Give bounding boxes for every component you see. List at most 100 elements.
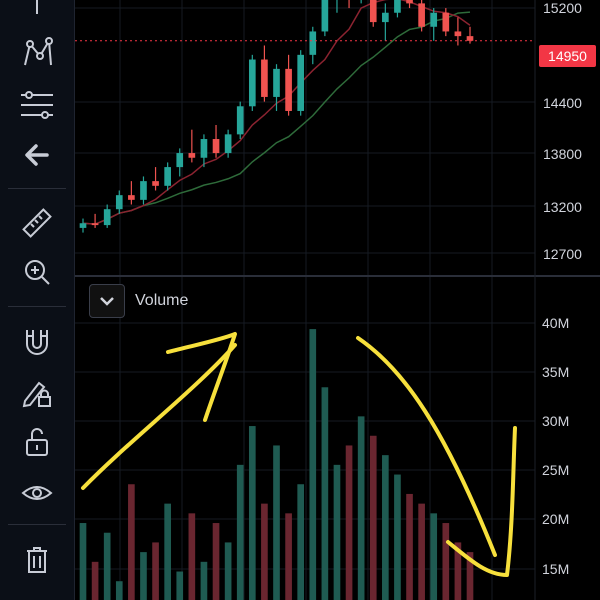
candle-body bbox=[212, 139, 220, 154]
candle-body bbox=[309, 31, 317, 55]
volume-bar bbox=[261, 503, 268, 600]
volume-bar bbox=[212, 523, 220, 600]
annotation-arrowhead-down bbox=[446, 426, 517, 577]
volume-axis-label: 20M bbox=[542, 511, 570, 527]
volume-bar bbox=[188, 513, 196, 600]
candle-body bbox=[466, 36, 474, 41]
candle-body bbox=[164, 167, 171, 186]
volume-bar bbox=[297, 484, 305, 600]
volume-axis-label: 35M bbox=[542, 364, 570, 380]
volume-bar bbox=[321, 387, 329, 600]
candle-body bbox=[91, 223, 99, 226]
price-axis-label: 12700 bbox=[543, 246, 582, 262]
trend-line-icon[interactable] bbox=[0, 0, 74, 30]
fib-retracement-icon[interactable] bbox=[0, 83, 74, 127]
price-axis-label: 14400 bbox=[543, 95, 582, 111]
volume-bar bbox=[115, 581, 123, 600]
volume-bar bbox=[466, 552, 474, 600]
unlock-icon[interactable] bbox=[0, 420, 74, 464]
volume-bar bbox=[128, 484, 135, 600]
volume-bar bbox=[224, 542, 232, 600]
volume-bar bbox=[152, 542, 159, 600]
volume-bar bbox=[164, 503, 171, 600]
chart-area[interactable]: 15200 14400 13800 13200 12700 14950 Volu… bbox=[75, 0, 600, 600]
volume-bar bbox=[430, 513, 438, 600]
volume-bar bbox=[285, 513, 292, 600]
magnet-icon[interactable] bbox=[0, 320, 74, 364]
volume-bar bbox=[248, 426, 256, 600]
trash-icon[interactable] bbox=[0, 538, 74, 582]
zoom-in-icon[interactable] bbox=[0, 250, 74, 294]
back-arrow-icon[interactable] bbox=[0, 133, 74, 177]
volume-bar bbox=[79, 523, 87, 600]
chart-canvas[interactable] bbox=[75, 0, 600, 600]
slow-moving-average-line bbox=[82, 11, 471, 225]
volume-bar bbox=[418, 503, 425, 600]
volume-axis-label: 30M bbox=[542, 413, 570, 429]
candle-body bbox=[297, 54, 305, 111]
volume-pane-title: Volume bbox=[135, 292, 189, 309]
eye-icon[interactable] bbox=[0, 471, 74, 515]
candle-body bbox=[188, 153, 196, 158]
candle-body bbox=[115, 195, 123, 210]
annotation-arrow-down bbox=[356, 336, 497, 557]
collapse-pane-button[interactable] bbox=[89, 284, 125, 318]
chevron-down-icon bbox=[100, 297, 114, 306]
volume-bar bbox=[406, 493, 413, 600]
volume-bar bbox=[309, 329, 317, 600]
volume-bar bbox=[176, 571, 184, 600]
candle-body bbox=[273, 68, 280, 97]
volume-bar bbox=[236, 464, 244, 600]
candle-body bbox=[369, 0, 377, 23]
volume-bar bbox=[333, 464, 341, 600]
volume-bar bbox=[382, 455, 389, 600]
volume-bar bbox=[91, 561, 99, 600]
volume-bar bbox=[369, 435, 377, 600]
volume-pane-header: Volume bbox=[89, 284, 188, 318]
volume-bar bbox=[454, 542, 462, 600]
volume-bar bbox=[357, 416, 365, 600]
price-axis-label: 13200 bbox=[543, 199, 582, 215]
candle-body bbox=[79, 223, 87, 228]
ruler-icon[interactable] bbox=[0, 201, 74, 245]
annotation-arrowhead-up bbox=[166, 332, 237, 422]
current-price-tag: 14950 bbox=[539, 45, 596, 67]
candle-body bbox=[261, 59, 268, 97]
toolbar-separator bbox=[8, 188, 66, 189]
volume-axis-label: 15M bbox=[542, 561, 570, 577]
candle-body bbox=[248, 59, 256, 107]
toolbar-separator bbox=[8, 524, 66, 525]
candle-body bbox=[152, 181, 159, 186]
volume-bar bbox=[394, 474, 401, 600]
volume-axis-label: 40M bbox=[542, 315, 570, 331]
candle-body bbox=[236, 106, 244, 135]
price-axis-label: 15200 bbox=[543, 0, 582, 16]
volume-axis-label: 25M bbox=[542, 462, 570, 478]
volume-bar bbox=[345, 445, 353, 600]
candle-body bbox=[200, 139, 208, 158]
candle-body bbox=[128, 195, 135, 200]
candle-body bbox=[285, 68, 292, 111]
lock-drawing-icon[interactable] bbox=[0, 371, 74, 415]
pattern-icon[interactable] bbox=[0, 31, 74, 75]
price-axis-label: 13800 bbox=[543, 146, 582, 162]
candle-body bbox=[430, 12, 438, 27]
candle-body bbox=[224, 134, 232, 154]
candle-body bbox=[321, 0, 329, 32]
candle-body bbox=[394, 0, 401, 13]
toolbar-separator bbox=[8, 306, 66, 307]
volume-bar bbox=[140, 552, 147, 600]
candle-body bbox=[176, 153, 184, 168]
candle-body bbox=[382, 12, 389, 23]
candle-body bbox=[140, 181, 147, 200]
annotation-arrow-up bbox=[81, 343, 237, 490]
candle-body bbox=[103, 209, 111, 226]
volume-bar bbox=[103, 532, 111, 600]
drawing-toolbar bbox=[0, 0, 75, 600]
candle-body bbox=[406, 0, 413, 4]
candle-body bbox=[418, 3, 425, 27]
candle-body bbox=[454, 31, 462, 37]
candle-body bbox=[442, 12, 450, 32]
volume-bar bbox=[442, 523, 450, 600]
volume-bar bbox=[200, 561, 208, 600]
